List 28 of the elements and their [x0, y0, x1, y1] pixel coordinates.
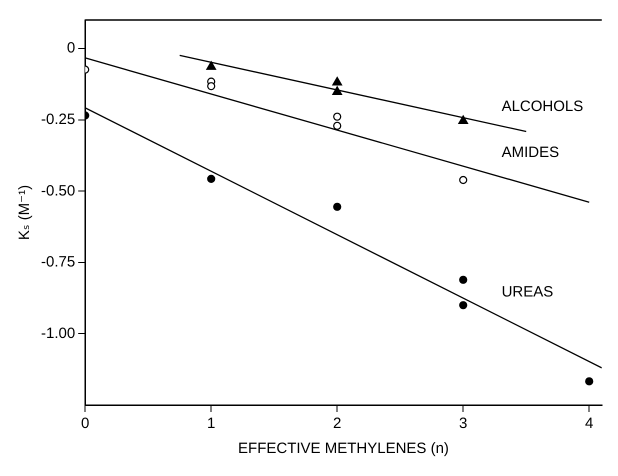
point	[206, 61, 216, 70]
x-axis-title: EFFECTIVE METHYLENES (n)	[238, 440, 449, 458]
point	[333, 122, 342, 130]
annotation: ALCOHOLS	[502, 98, 584, 115]
x-tick-label: 4	[585, 415, 594, 432]
point	[207, 174, 216, 183]
point	[459, 301, 468, 310]
point	[332, 86, 342, 95]
y-axis-title: Kₛ (M⁻¹)	[16, 184, 34, 240]
point	[333, 202, 342, 211]
y-tick-label: -1.00	[40, 324, 76, 342]
annotation: AMIDES	[502, 144, 560, 161]
y-tick-label: -0.75	[40, 254, 76, 271]
point	[585, 377, 594, 386]
x-tick-label: 1	[207, 415, 216, 432]
x-tick-label: 2	[333, 415, 342, 432]
x-tick-label: 0	[81, 415, 90, 432]
point	[458, 115, 468, 124]
annotation: UREAS	[502, 284, 554, 301]
point	[459, 276, 468, 284]
point	[207, 82, 216, 90]
y-tick-label: 0	[66, 40, 76, 57]
y-tick-label: -0.25	[40, 110, 76, 128]
point	[459, 176, 468, 184]
y-tick-label: -0.50	[40, 182, 76, 200]
point	[333, 112, 342, 121]
point	[332, 76, 342, 86]
x-tick-label: 3	[459, 415, 468, 432]
